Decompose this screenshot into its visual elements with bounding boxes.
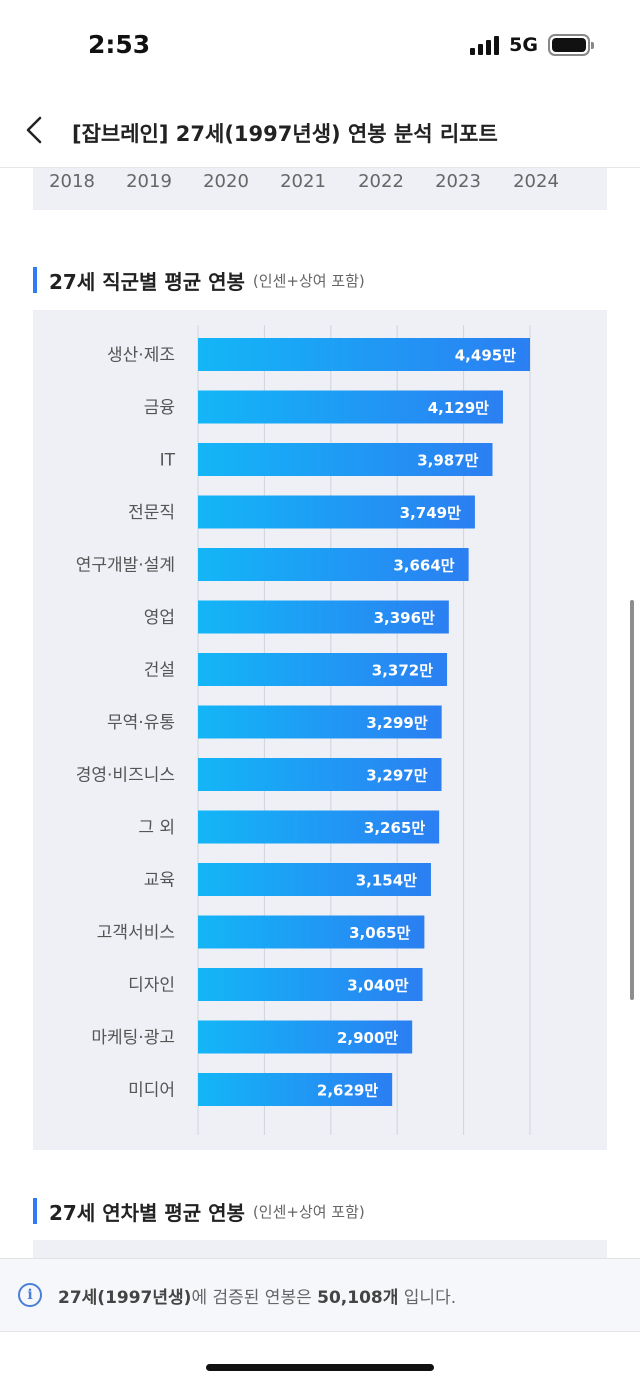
category-label: 교육 [144, 871, 175, 891]
category-label: 건설 [144, 661, 175, 681]
section-subheading: (인센+상여 포함) [252, 1202, 365, 1221]
bar [198, 810, 440, 844]
category-label: 전문직 [128, 503, 175, 523]
home-indicator[interactable] [206, 1364, 434, 1371]
category-label: 생산·제조 [107, 346, 175, 366]
info-icon: i [18, 1283, 42, 1307]
year-label: 2019 [126, 171, 172, 192]
bar [198, 443, 493, 476]
section-marker [33, 267, 37, 293]
network-label: 5G [509, 34, 538, 56]
data-label: 3,065만 [349, 924, 410, 942]
bar [198, 758, 442, 791]
category-label: IT [160, 451, 176, 471]
section-subheading: (인센+상여 포함) [252, 271, 365, 290]
category-label: 그 외 [138, 818, 175, 838]
bar [198, 495, 475, 529]
year-axis-strip: 2018 2019 2020 2021 2022 2023 2024 [33, 168, 607, 210]
year-label: 2021 [280, 171, 326, 192]
battery-icon [548, 34, 594, 56]
section-heading: 27세 직군별 평균 연봉 [49, 269, 245, 294]
category-label: 금융 [144, 398, 175, 418]
chevron-left-icon [26, 116, 42, 144]
category-label: 영업 [144, 608, 175, 628]
year-label: 2024 [513, 171, 559, 192]
data-label: 3,040만 [347, 977, 408, 995]
section-marker [33, 1198, 37, 1224]
category-label: 디자인 [128, 976, 175, 996]
bar [198, 1020, 413, 1054]
data-label: 3,265만 [364, 819, 425, 837]
data-label: 3,297만 [366, 767, 427, 785]
data-label: 3,987만 [417, 452, 478, 470]
bar [198, 600, 449, 634]
section-title-years: 27세 연차별 평균 연봉 (인센+상여 포함) [33, 1197, 365, 1225]
bar [198, 338, 530, 371]
bar [198, 705, 442, 739]
category-label: 미디어 [128, 1081, 175, 1101]
category-label: 무역·유통 [107, 713, 175, 733]
year-label: 2023 [435, 171, 481, 192]
section-title-job: 27세 직군별 평균 연봉 (인센+상여 포함) [33, 266, 365, 294]
bar [198, 915, 425, 949]
category-label: 경영·비즈니스 [76, 766, 175, 786]
info-prefix: 27세(1997년생) [58, 1288, 192, 1308]
info-count: 50,108개 [317, 1288, 399, 1308]
data-label: 3,749만 [400, 504, 461, 522]
info-middle: 에 검증된 연봉은 [191, 1288, 318, 1308]
bar [198, 1073, 393, 1106]
data-label: 4,495만 [455, 347, 516, 365]
section-heading: 27세 연차별 평균 연봉 [49, 1200, 245, 1225]
back-button[interactable] [18, 112, 54, 148]
scrollbar[interactable] [630, 600, 634, 1000]
status-time: 2:53 [88, 30, 151, 59]
data-label: 4,129만 [428, 399, 489, 417]
status-indicators: 5G [470, 34, 594, 56]
status-bar: 2:53 5G [0, 0, 640, 96]
data-label: 2,629만 [317, 1082, 378, 1100]
info-bar: i 27세(1997년생)에 검증된 연봉은 50,108개 입니다. [0, 1258, 640, 1332]
data-label: 2,900만 [337, 1029, 398, 1047]
category-label: 고객서비스 [97, 923, 175, 943]
bar [198, 968, 423, 1001]
page-title: [잡브레인] 27세(1997년생) 연봉 분석 리포트 [72, 122, 498, 146]
bar [198, 548, 469, 581]
bar [198, 863, 431, 896]
data-label: 3,299만 [366, 714, 427, 732]
info-text: 27세(1997년생)에 검증된 연봉은 50,108개 입니다. [58, 1283, 456, 1308]
nav-header: [잡브레인] 27세(1997년생) 연봉 분석 리포트 [0, 96, 640, 168]
category-label: 마케팅·광고 [91, 1028, 175, 1048]
year-label: 2022 [358, 171, 404, 192]
data-label: 3,154만 [356, 872, 417, 890]
signal-icon [470, 35, 500, 55]
category-label: 연구개발·설계 [76, 556, 175, 576]
bar [198, 390, 503, 424]
year-label: 2020 [203, 171, 249, 192]
bar [198, 653, 448, 686]
year-label: 2018 [49, 171, 95, 192]
data-label: 3,664만 [393, 557, 454, 575]
data-label: 3,396만 [374, 609, 435, 627]
data-label: 3,372만 [372, 662, 433, 680]
info-suffix: 입니다. [398, 1288, 457, 1308]
